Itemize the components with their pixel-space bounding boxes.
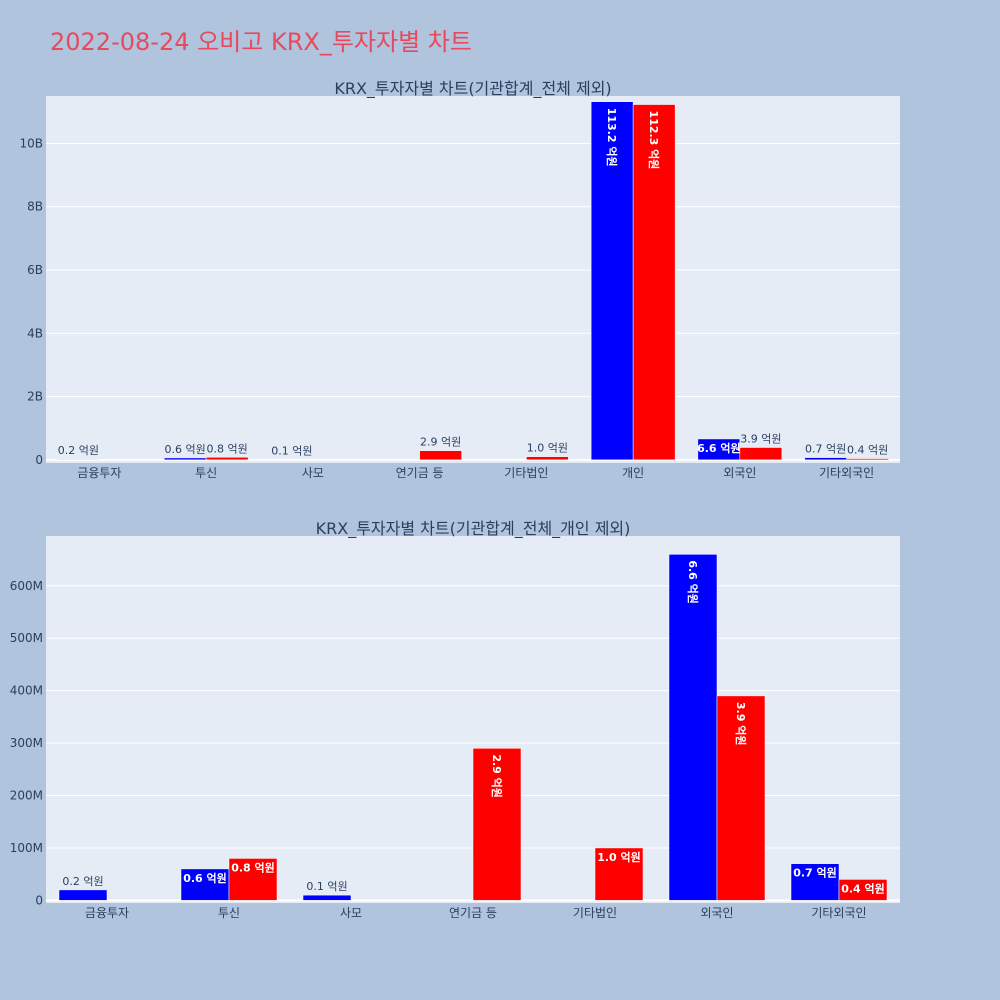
bar-buy — [804, 457, 847, 461]
bar-value-label: 3.9 억원 — [740, 432, 781, 445]
subplot-title: KRX_투자자별 차트(기관합계_전체 제외) — [334, 79, 611, 99]
bar-value-label: 0.6 억원 — [165, 443, 206, 456]
y-tick-label: 400M — [10, 684, 43, 698]
x-tick-label: 연기금 등 — [396, 466, 444, 480]
bar-value-label: 1.0 억원 — [527, 442, 568, 455]
bar-buy — [163, 457, 207, 461]
bar-buy — [58, 889, 108, 901]
x-tick-label: 외국인 — [700, 906, 733, 920]
bar-value-label: 0.2 억원 — [58, 444, 99, 457]
bar-sell — [838, 879, 888, 901]
y-tick-label: 10B — [19, 136, 43, 150]
bar-value-label: 0.2 억원 — [62, 875, 103, 888]
y-tick-label: 2B — [27, 390, 43, 404]
x-tick-label: 사모 — [340, 906, 362, 920]
x-tick-label: 사모 — [302, 466, 324, 480]
bar-value-label: 0.7 억원 — [805, 443, 846, 456]
bar-sell — [846, 458, 889, 461]
page-title: 2022-08-24 오비고 KRX_투자자별 차트 — [50, 28, 472, 56]
y-tick-label: 200M — [10, 789, 43, 803]
bar-sell — [716, 695, 766, 901]
plot-area — [46, 96, 900, 463]
y-tick-label: 600M — [10, 579, 43, 593]
y-tick-label: 0 — [35, 453, 43, 467]
bar-sell — [632, 104, 676, 461]
bar-sell — [205, 457, 249, 461]
x-tick-label: 기타법인 — [573, 906, 617, 920]
y-tick-label: 6B — [27, 263, 43, 277]
y-tick-label: 8B — [27, 200, 43, 214]
bar-sell — [472, 748, 522, 901]
x-tick-label: 외국인 — [723, 466, 756, 480]
bar-value-label: 0.8 억원 — [207, 442, 248, 455]
bar-buy — [668, 554, 718, 901]
bar-value-label: 6.6 억원 — [686, 560, 700, 604]
bar-sell — [594, 847, 644, 901]
x-tick-label: 기타법인 — [504, 466, 548, 480]
bar-value-label: 0.1 억원 — [306, 880, 347, 893]
bar-value-label: 0.7 억원 — [793, 866, 837, 880]
subplot-title: KRX_투자자별 차트(기관합계_전체_개인 제외) — [316, 519, 631, 539]
x-tick-label: 개인 — [622, 466, 644, 480]
bar-sell — [739, 447, 783, 461]
y-tick-label: 0 — [35, 893, 43, 907]
bar-sell — [419, 450, 462, 461]
bar-value-label: 113.2 억원 — [605, 108, 619, 167]
bar-value-label: 112.3 억원 — [647, 111, 661, 170]
x-tick-label: 투신 — [195, 466, 217, 480]
bar-value-label: 0.6 억원 — [183, 871, 227, 885]
bar-value-label: 3.9 억원 — [734, 702, 748, 746]
y-tick-label: 100M — [10, 841, 43, 855]
y-tick-label: 4B — [27, 326, 43, 340]
bar-value-label: 0.1 억원 — [271, 445, 312, 458]
x-tick-label: 금융투자 — [77, 466, 121, 480]
bar-sell — [228, 858, 278, 901]
x-tick-label: 기타외국인 — [819, 466, 874, 480]
bar-value-label: 2.9 억원 — [490, 754, 504, 798]
bar-sell — [526, 456, 569, 461]
chart-bottom: 0 100M 200M 300M 400M 500M 600M KRX_투자자별 차트(기관합… — [10, 519, 900, 920]
x-tick-label: 기타외국인 — [811, 906, 866, 920]
x-tick-label: 연기금 등 — [449, 906, 497, 920]
bar-value-label: 1.0 억원 — [597, 850, 641, 864]
bar-buy — [790, 863, 840, 901]
bar-value-label: 0.4 억원 — [847, 444, 888, 457]
bar-buy — [180, 868, 230, 901]
bar-value-label: 6.6 억원 — [697, 441, 741, 455]
x-tick-label: 투신 — [218, 906, 240, 920]
chart-top: 0 2B 4B 6B 8B 10B KRX_투자자별 차트(기관합계_전체 제외) 금융투자 0… — [19, 79, 900, 480]
x-tick-label: 금융투자 — [85, 906, 129, 920]
bar-buy — [302, 894, 352, 901]
y-tick-label: 300M — [10, 736, 43, 750]
bar-value-label: 2.9 억원 — [420, 436, 461, 449]
y-tick-label: 500M — [10, 631, 43, 645]
bar-value-label: 0.8 억원 — [231, 860, 275, 874]
bar-value-label: 0.4 억원 — [841, 881, 885, 895]
bar-buy — [57, 458, 100, 461]
